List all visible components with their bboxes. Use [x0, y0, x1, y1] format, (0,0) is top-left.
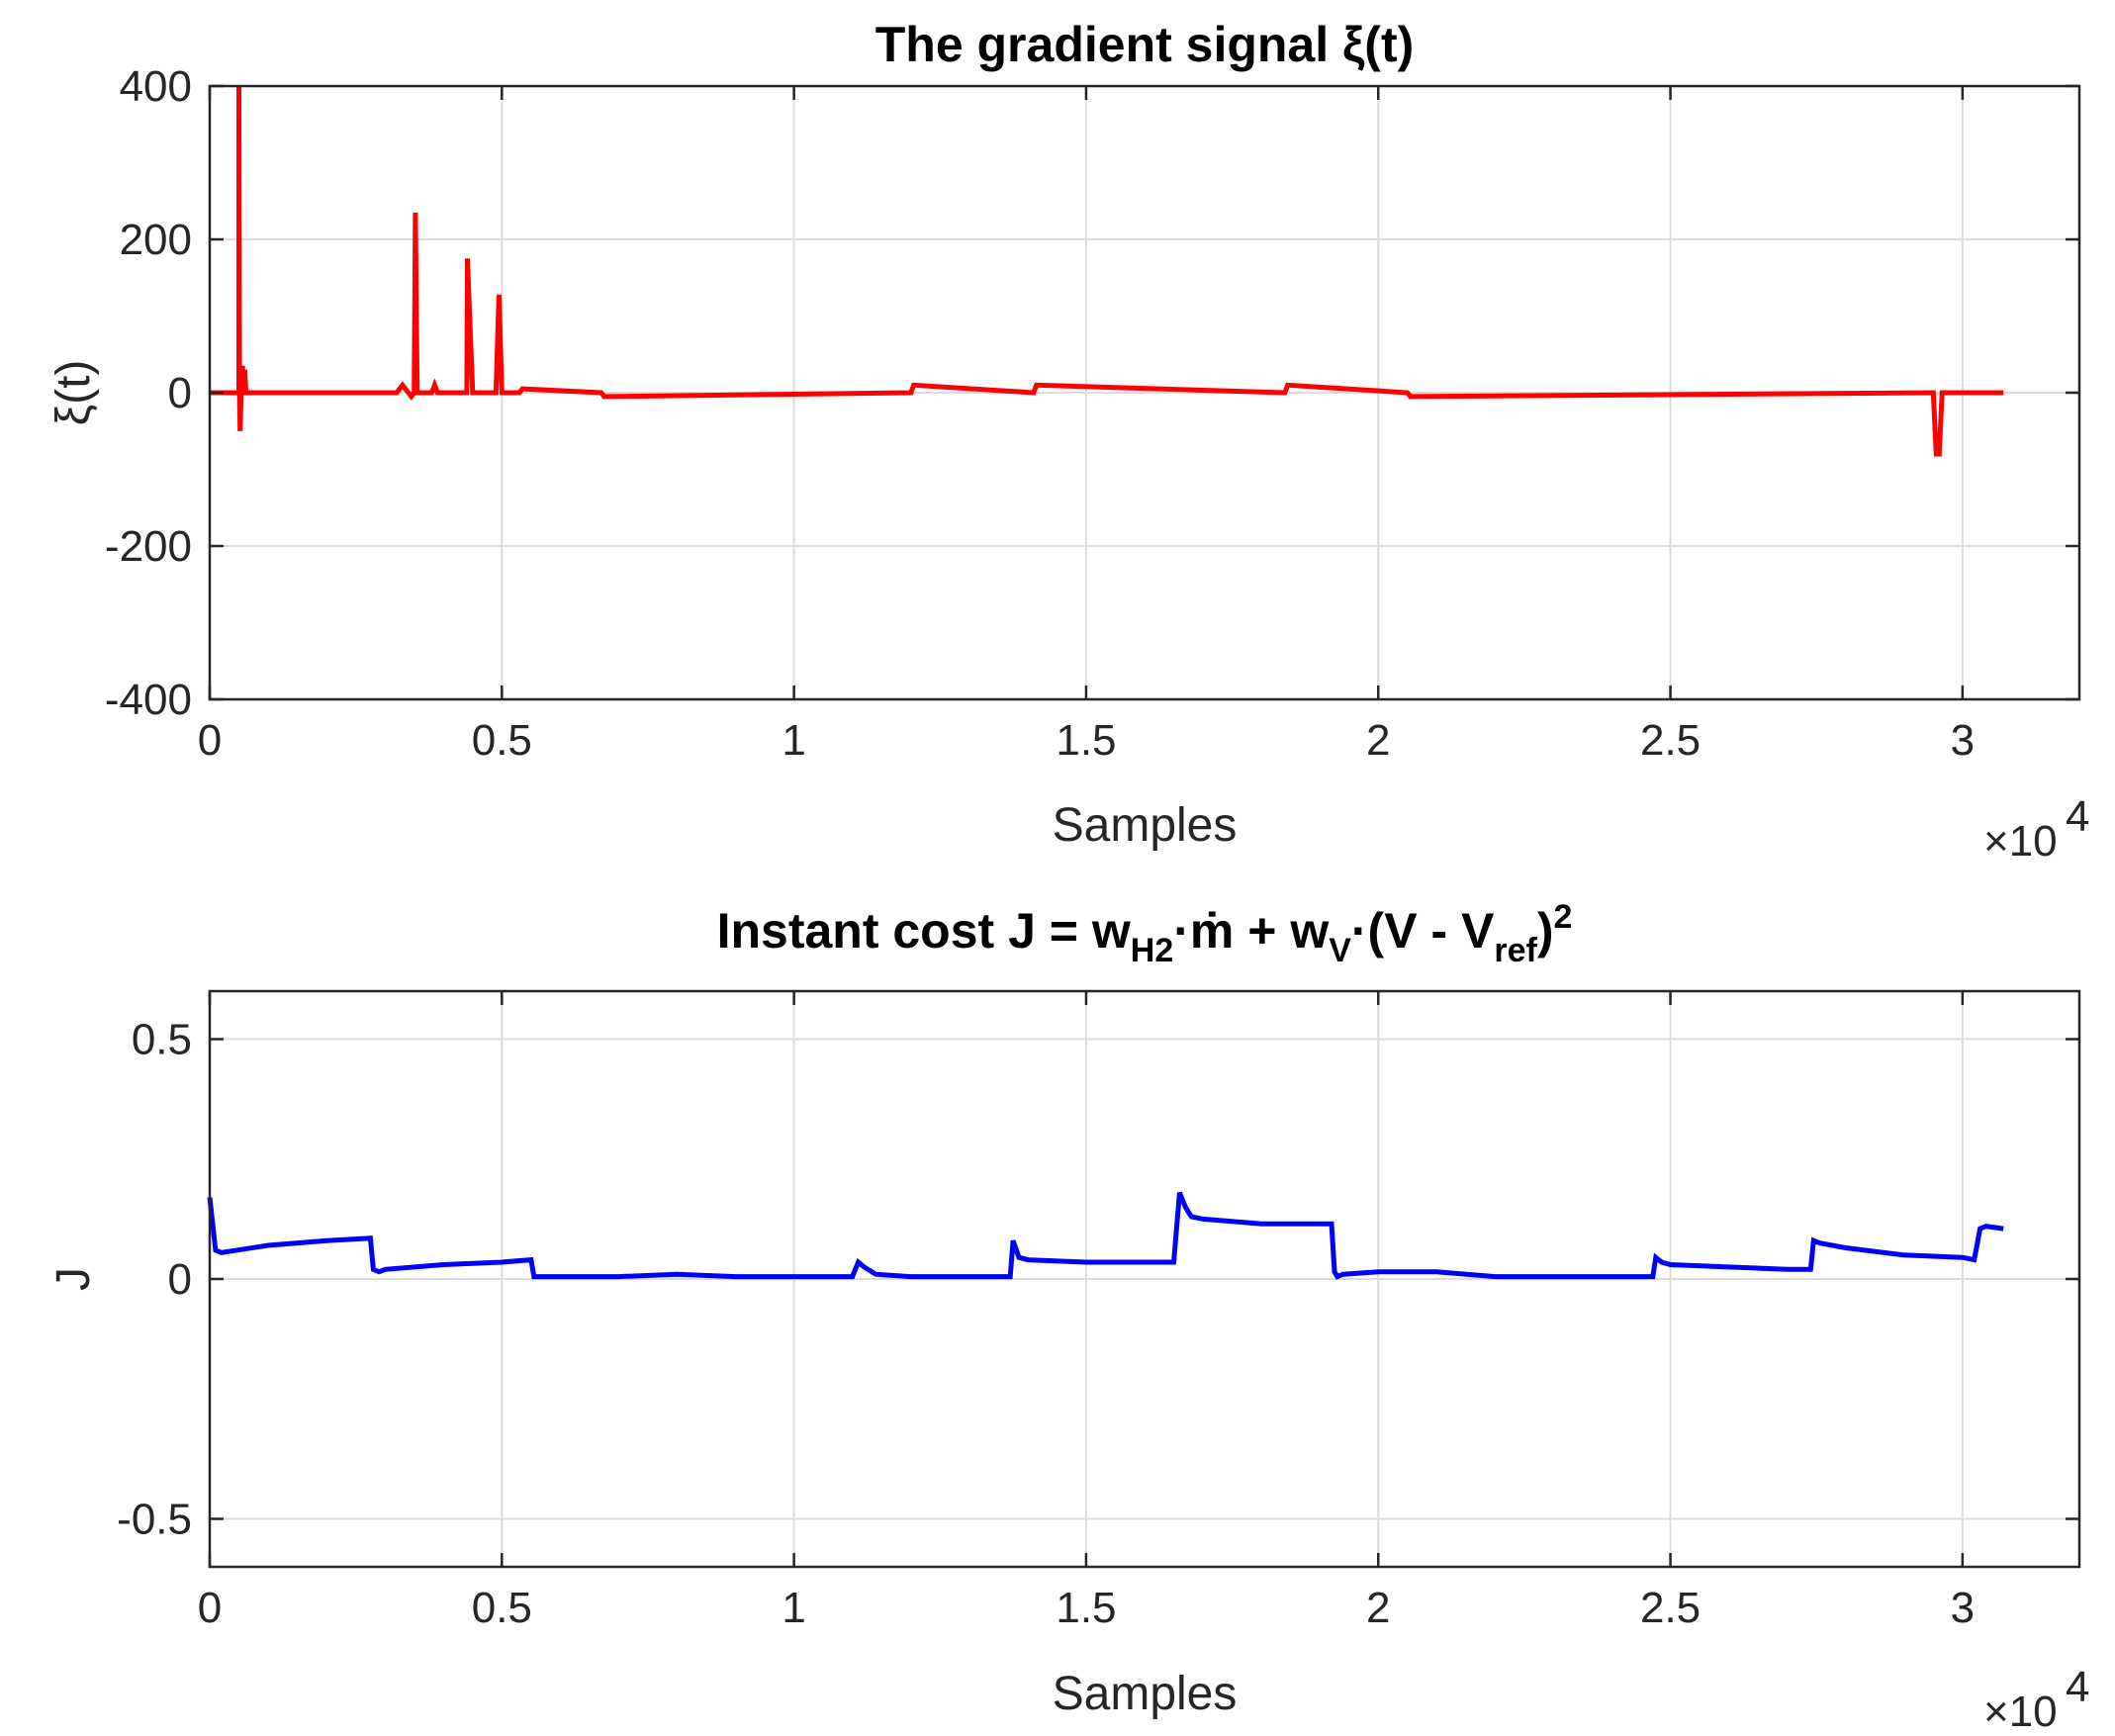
series-group [210, 85, 2004, 457]
title-end: ) [1537, 903, 1554, 959]
x-tick-label: 2 [1366, 1584, 1390, 1632]
title-sup: 2 [1553, 898, 1572, 936]
x-tick-label: 2.5 [1640, 1584, 1701, 1632]
gradient-chart: 0 0.5 1 1.5 2 2.5 3 -400 -200 0 200 400 The gradien… [47, 17, 2089, 866]
title-sub-ref: ref [1494, 932, 1537, 969]
series-group [207, 1191, 2004, 1280]
x-axis-label: Samples [1053, 799, 1238, 852]
title-main: Instant cost J = w [717, 903, 1131, 959]
y-tick-label: 200 [120, 216, 192, 264]
x-tick-label: 0.5 [472, 1584, 532, 1632]
y-tick-label: -400 [105, 676, 192, 724]
x-tick-label: 3 [1951, 1584, 1975, 1632]
tick-group: 0 0.5 1 1.5 2 2.5 3-0.500.5 [117, 991, 2079, 1632]
x-exponent-label: ×10 [1983, 817, 2058, 866]
x-tick-label: 1 [782, 1584, 805, 1632]
y-axis-label: J [47, 1267, 100, 1291]
title-sub-h2: H2 [1131, 932, 1173, 969]
y-axis-label: ξ(t) [47, 360, 100, 426]
chart-title: Instant cost J = wH2·ṁ + wV·(V - Vref)2 [717, 898, 1573, 969]
title-mid1: ·ṁ + w [1173, 903, 1329, 959]
x-exponent-label: ×10 [1983, 1688, 2058, 1736]
x-exponent-power: 4 [2066, 792, 2089, 841]
series-line [207, 1191, 2004, 1280]
y-tick-label: -0.5 [117, 1496, 192, 1544]
title-sub-v: V [1329, 932, 1351, 969]
title-mid2: ·(V - V [1351, 903, 1495, 959]
y-tick-label: 0.5 [132, 1016, 192, 1064]
x-tick-label: 1.5 [1056, 716, 1116, 765]
x-tick-label: 0 [198, 716, 222, 765]
x-tick-label: 0 [198, 1584, 222, 1632]
x-tick-label: 1.5 [1056, 1584, 1116, 1632]
y-tick-label: 0 [168, 1255, 192, 1304]
tick-group: 0 0.5 1 1.5 2 2.5 3 -400 -200 0 200 400 [105, 62, 2079, 765]
x-tick-label: 3 [1951, 716, 1975, 765]
x-tick-label: 1 [782, 716, 805, 765]
x-tick-label: 2.5 [1640, 716, 1701, 765]
y-tick-label: 0 [168, 369, 192, 417]
y-tick-label: 400 [120, 62, 192, 111]
x-axis-label: Samples [1053, 1668, 1238, 1720]
cost-chart: 0 0.5 1 1.5 2 2.5 3-0.500.5 Instant cost J = w… [47, 898, 2089, 1736]
x-exponent-power: 4 [2066, 1663, 2089, 1711]
x-tick-label: 2 [1366, 716, 1390, 765]
x-tick-label: 0.5 [472, 716, 532, 765]
chart-title: The gradient signal ξ(t) [875, 17, 1415, 72]
y-tick-label: -200 [105, 522, 192, 571]
series-line [210, 85, 2004, 457]
